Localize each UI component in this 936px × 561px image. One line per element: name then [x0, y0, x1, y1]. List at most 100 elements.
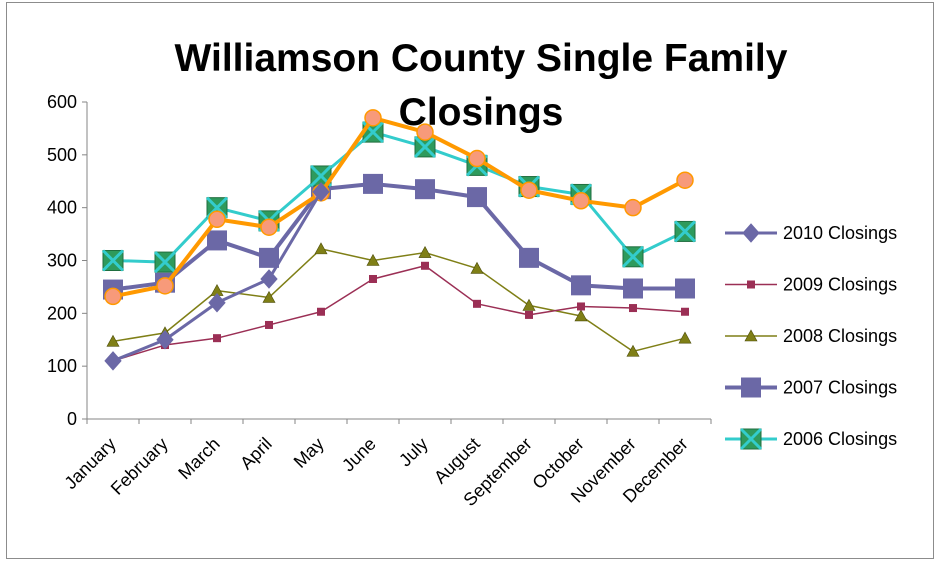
- data-point: [571, 275, 591, 296]
- line-chart: Williamson County Single Family Closings…: [47, 37, 897, 510]
- data-point: [101, 249, 125, 272]
- marker-cross: [739, 427, 763, 451]
- data-point: [522, 298, 536, 311]
- legend-label: 2008 Closings: [783, 326, 897, 346]
- series-line: [112, 181, 685, 292]
- x-tick-label: March: [174, 434, 224, 484]
- data-point: [312, 182, 330, 202]
- legend: 2010 Closings 2009 Closings 2008 Closings 2…: [725, 223, 897, 451]
- data-point: [265, 320, 273, 329]
- legend-marker: [744, 329, 758, 342]
- y-tick-label: 0: [67, 409, 77, 429]
- marker-cross: [673, 220, 697, 243]
- legend-label: 2006 Closings: [783, 429, 897, 449]
- series-unlabeled: [104, 109, 694, 306]
- legend-marker: [739, 427, 763, 451]
- data-point: [673, 220, 697, 243]
- marker-cross: [101, 249, 125, 272]
- data-point: [104, 351, 122, 371]
- data-point: [467, 187, 487, 208]
- data-point: [470, 261, 484, 274]
- data-point: [525, 310, 533, 319]
- data-point: [416, 123, 434, 141]
- data-point: [676, 171, 694, 189]
- x-tick-label: February: [107, 434, 172, 499]
- series-2010-closings: [104, 182, 330, 371]
- data-point: [260, 269, 278, 289]
- data-point: [473, 299, 481, 308]
- data-point: [259, 247, 279, 268]
- data-point: [574, 309, 588, 322]
- chart-title-line-1: Williamson County Single Family: [175, 37, 788, 80]
- series-layer: [101, 109, 697, 371]
- data-point: [207, 230, 227, 251]
- legend-entry: 2010 Closings: [725, 223, 897, 243]
- x-tick-label: April: [236, 434, 276, 474]
- data-point: [681, 307, 689, 316]
- data-point: [577, 302, 585, 311]
- y-tick-label: 300: [47, 251, 77, 271]
- legend-entry: 2007 Closings: [725, 377, 897, 398]
- series-line: [112, 115, 686, 299]
- data-point: [520, 181, 538, 199]
- legend-entry: 2008 Closings: [725, 326, 897, 346]
- legend-label: 2007 Closings: [783, 378, 897, 398]
- legend-marker: [741, 377, 761, 398]
- x-tick-label: May: [290, 434, 328, 472]
- data-point: [626, 344, 640, 357]
- legend-label: 2009 Closings: [783, 275, 897, 295]
- data-point: [317, 307, 325, 316]
- data-point: [156, 329, 174, 350]
- chart-title: Williamson County Single Family Closings: [175, 37, 788, 134]
- data-point: [369, 274, 377, 283]
- data-point: [413, 135, 437, 158]
- data-point: [519, 247, 539, 268]
- data-point: [153, 251, 177, 274]
- y-tick-label: 400: [47, 198, 77, 218]
- data-point: [468, 149, 486, 168]
- data-point: [678, 331, 692, 344]
- x-tick-label: July: [395, 434, 432, 471]
- chart-frame: Williamson County Single Family Closings…: [6, 2, 934, 559]
- series-line: [112, 265, 686, 362]
- data-point: [415, 179, 435, 200]
- y-tick-label: 200: [47, 303, 77, 323]
- data-point: [104, 287, 122, 306]
- data-point: [208, 293, 226, 313]
- data-point: [262, 290, 276, 303]
- data-point: [156, 277, 174, 295]
- y-tick-label: 600: [47, 92, 77, 112]
- legend-entry: 2006 Closings: [725, 427, 897, 451]
- y-tick-label: 500: [47, 145, 77, 165]
- data-point: [213, 334, 221, 343]
- series-line: [112, 248, 686, 353]
- data-point: [363, 173, 383, 194]
- x-tick-label: June: [338, 434, 380, 476]
- data-point: [418, 245, 432, 258]
- data-point: [106, 334, 120, 347]
- data-point: [364, 109, 382, 127]
- data-point: [366, 253, 380, 266]
- data-point: [314, 242, 328, 255]
- legend-label: 2010 Closings: [783, 223, 897, 243]
- marker-cross: [361, 121, 385, 144]
- legend-marker: [747, 280, 755, 289]
- data-point: [260, 218, 278, 236]
- marker-cross: [153, 251, 177, 274]
- data-point: [208, 210, 226, 229]
- series-2007-closings: [103, 173, 695, 300]
- marker-cross: [309, 164, 333, 188]
- data-point: [675, 278, 695, 299]
- data-point: [624, 198, 642, 217]
- data-point: [629, 304, 637, 313]
- legend-entry: 2009 Closings: [725, 275, 897, 295]
- data-point: [421, 261, 429, 270]
- legend-marker: [742, 223, 760, 243]
- marker-cross: [413, 135, 437, 158]
- marker-cross: [621, 245, 645, 268]
- series-2009-closings: [109, 261, 689, 365]
- data-point: [621, 245, 645, 268]
- y-tick-label: 100: [47, 356, 77, 376]
- data-point: [572, 192, 590, 210]
